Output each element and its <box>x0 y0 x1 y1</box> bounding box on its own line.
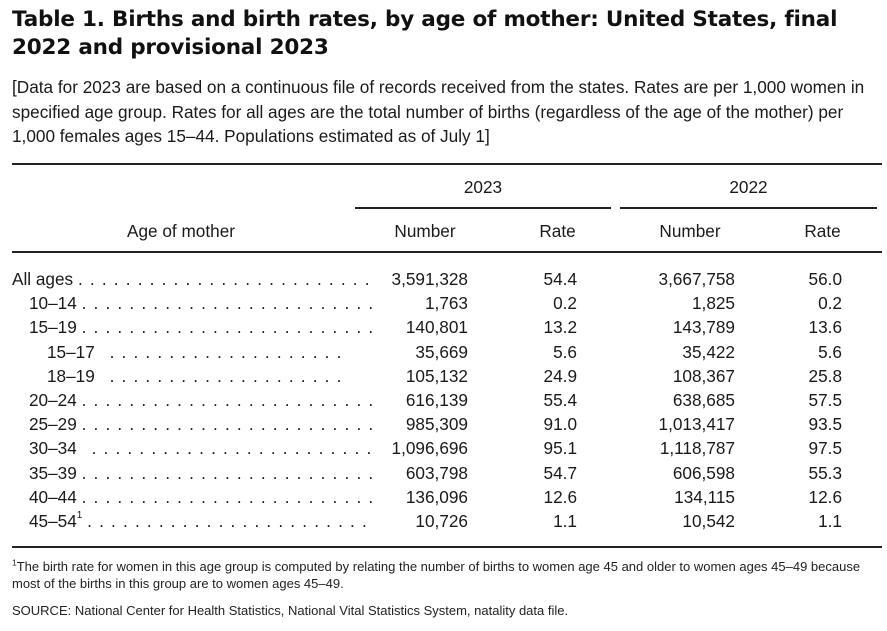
row-label: 15–17 <box>47 342 95 362</box>
table-footnote: 1The birth rate for women in this age gr… <box>12 558 878 592</box>
year-2023-spanner-rule <box>355 207 611 209</box>
leader-dots: . . . . . . . . . . . . . . . . . . . . … <box>77 269 371 289</box>
number-2022-cell: 134,115 <box>674 487 735 507</box>
table-title: Table 1. Births and birth rates, by age … <box>12 7 838 60</box>
number-2022-cell: 10,542 <box>682 511 735 531</box>
leader-dots: . . . . . . . . . . . . . . . . . . . . <box>109 366 343 386</box>
row-label: 20–24 <box>29 390 77 410</box>
row-label: 35–39 <box>29 463 77 483</box>
number-2022-cell: 638,685 <box>672 390 735 410</box>
leader-dots: . . . . . . . . . . . . . . . . . . . . … <box>81 487 375 507</box>
footnote-marker: 1 <box>12 557 17 568</box>
leader-dots: . . . . . . . . . . . . . . . . . . . . <box>109 342 343 362</box>
number-2022-cell: 3,667,758 <box>658 269 735 289</box>
rate-2022-cell: 55.3 <box>808 463 842 483</box>
rate-2023-cell: 54.7 <box>543 463 577 483</box>
rate-2023-cell: 13.2 <box>543 317 577 337</box>
rate-2023-cell: 54.4 <box>543 269 577 289</box>
rate-2023-cell: 55.4 <box>543 390 577 410</box>
number-2022-cell: 1,825 <box>691 293 735 313</box>
leader-dots: . . . . . . . . . . . . . . . . . . . . … <box>81 293 375 313</box>
table-headnote: [Data for 2023 are based on a continuous… <box>12 77 865 146</box>
year-2022-spanner-rule <box>620 207 877 209</box>
rate-2023-cell: 95.1 <box>543 438 577 458</box>
number-2023-cell: 136,096 <box>405 487 468 507</box>
row-label: 15–19 <box>29 317 77 337</box>
number-2022-cell: 143,789 <box>672 317 735 337</box>
top-rule <box>12 163 882 165</box>
rate-2022-cell: 5.6 <box>818 342 842 362</box>
row-label: 18–19 <box>47 366 95 386</box>
row-label: 30–34 <box>29 438 77 458</box>
rate-2022-cell: 1.1 <box>818 511 842 531</box>
source-note: SOURCE: National Center for Health Stati… <box>12 603 569 618</box>
number-2023-cell: 105,132 <box>405 366 468 386</box>
number-2023-cell: 616,139 <box>405 390 468 410</box>
rate-2022-cell: 25.8 <box>808 366 842 386</box>
year-2022-heading: 2022 <box>729 177 768 197</box>
leader-dots: . . . . . . . . . . . . . . . . . . . . … <box>81 463 375 483</box>
number-2022-cell: 1,013,417 <box>658 414 735 434</box>
rate-2022-cell: 12.6 <box>808 487 842 507</box>
row-label: 25–29 <box>29 414 77 434</box>
row-label: 40–44 <box>29 487 77 507</box>
rate-2022-cell: 93.5 <box>808 414 842 434</box>
header-rule <box>12 251 882 253</box>
bottom-rule <box>12 546 882 548</box>
leader-dots: . . . . . . . . . . . . . . . . . . . . … <box>81 317 375 337</box>
rate-2023-cell: 1.1 <box>553 511 577 531</box>
number-2023-cell: 1,096,696 <box>391 438 468 458</box>
rate-2022-cell: 97.5 <box>808 438 842 458</box>
number-2023-cell: 10,726 <box>415 511 468 531</box>
number-2022-cell: 108,367 <box>672 366 735 386</box>
leader-dots: . . . . . . . . . . . . . . . . . . . . … <box>87 511 368 531</box>
number-2022-cell: 606,598 <box>672 463 735 483</box>
row-label: All ages <box>12 269 74 289</box>
row-label: 45–54 <box>29 511 77 531</box>
leader-dots: . . . . . . . . . . . . . . . . . . . . … <box>81 390 375 410</box>
number-2023-cell: 35,669 <box>415 342 468 362</box>
number-2023-cell: 985,309 <box>405 414 468 434</box>
leader-dots: . . . . . . . . . . . . . . . . . . . . … <box>91 438 373 458</box>
number-2023-cell: 140,801 <box>405 317 468 337</box>
number-2023-cell: 1,763 <box>424 293 468 313</box>
number-2022-heading: Number <box>659 221 721 241</box>
number-2022-cell: 35,422 <box>682 342 735 362</box>
rate-2022-cell: 0.2 <box>818 293 842 313</box>
number-2023-cell: 3,591,328 <box>391 269 468 289</box>
rate-2023-cell: 24.9 <box>543 366 577 386</box>
rate-2023-cell: 12.6 <box>543 487 577 507</box>
number-2022-cell: 1,118,787 <box>659 438 735 458</box>
row-label: 10–14 <box>29 293 77 313</box>
year-2023-heading: 2023 <box>463 177 503 197</box>
number-2023-heading: Number <box>394 221 456 241</box>
rate-2022-cell: 57.5 <box>808 390 842 410</box>
rate-2022-heading: Rate <box>804 221 841 241</box>
rate-2022-cell: 13.6 <box>808 317 842 337</box>
rate-2022-cell: 56.0 <box>808 269 842 289</box>
rate-2023-cell: 91.0 <box>543 414 577 434</box>
rate-2023-cell: 5.6 <box>553 342 577 362</box>
rate-2023-heading: Rate <box>539 221 576 241</box>
footnote-text: The birth rate for women in this age gro… <box>12 559 861 591</box>
rate-2023-cell: 0.2 <box>553 293 577 313</box>
leader-dots: . . . . . . . . . . . . . . . . . . . . … <box>81 414 375 434</box>
footnote-reference: 1 <box>76 510 83 522</box>
stub-heading: Age of mother <box>127 221 235 241</box>
number-2023-cell: 603,798 <box>405 463 468 483</box>
